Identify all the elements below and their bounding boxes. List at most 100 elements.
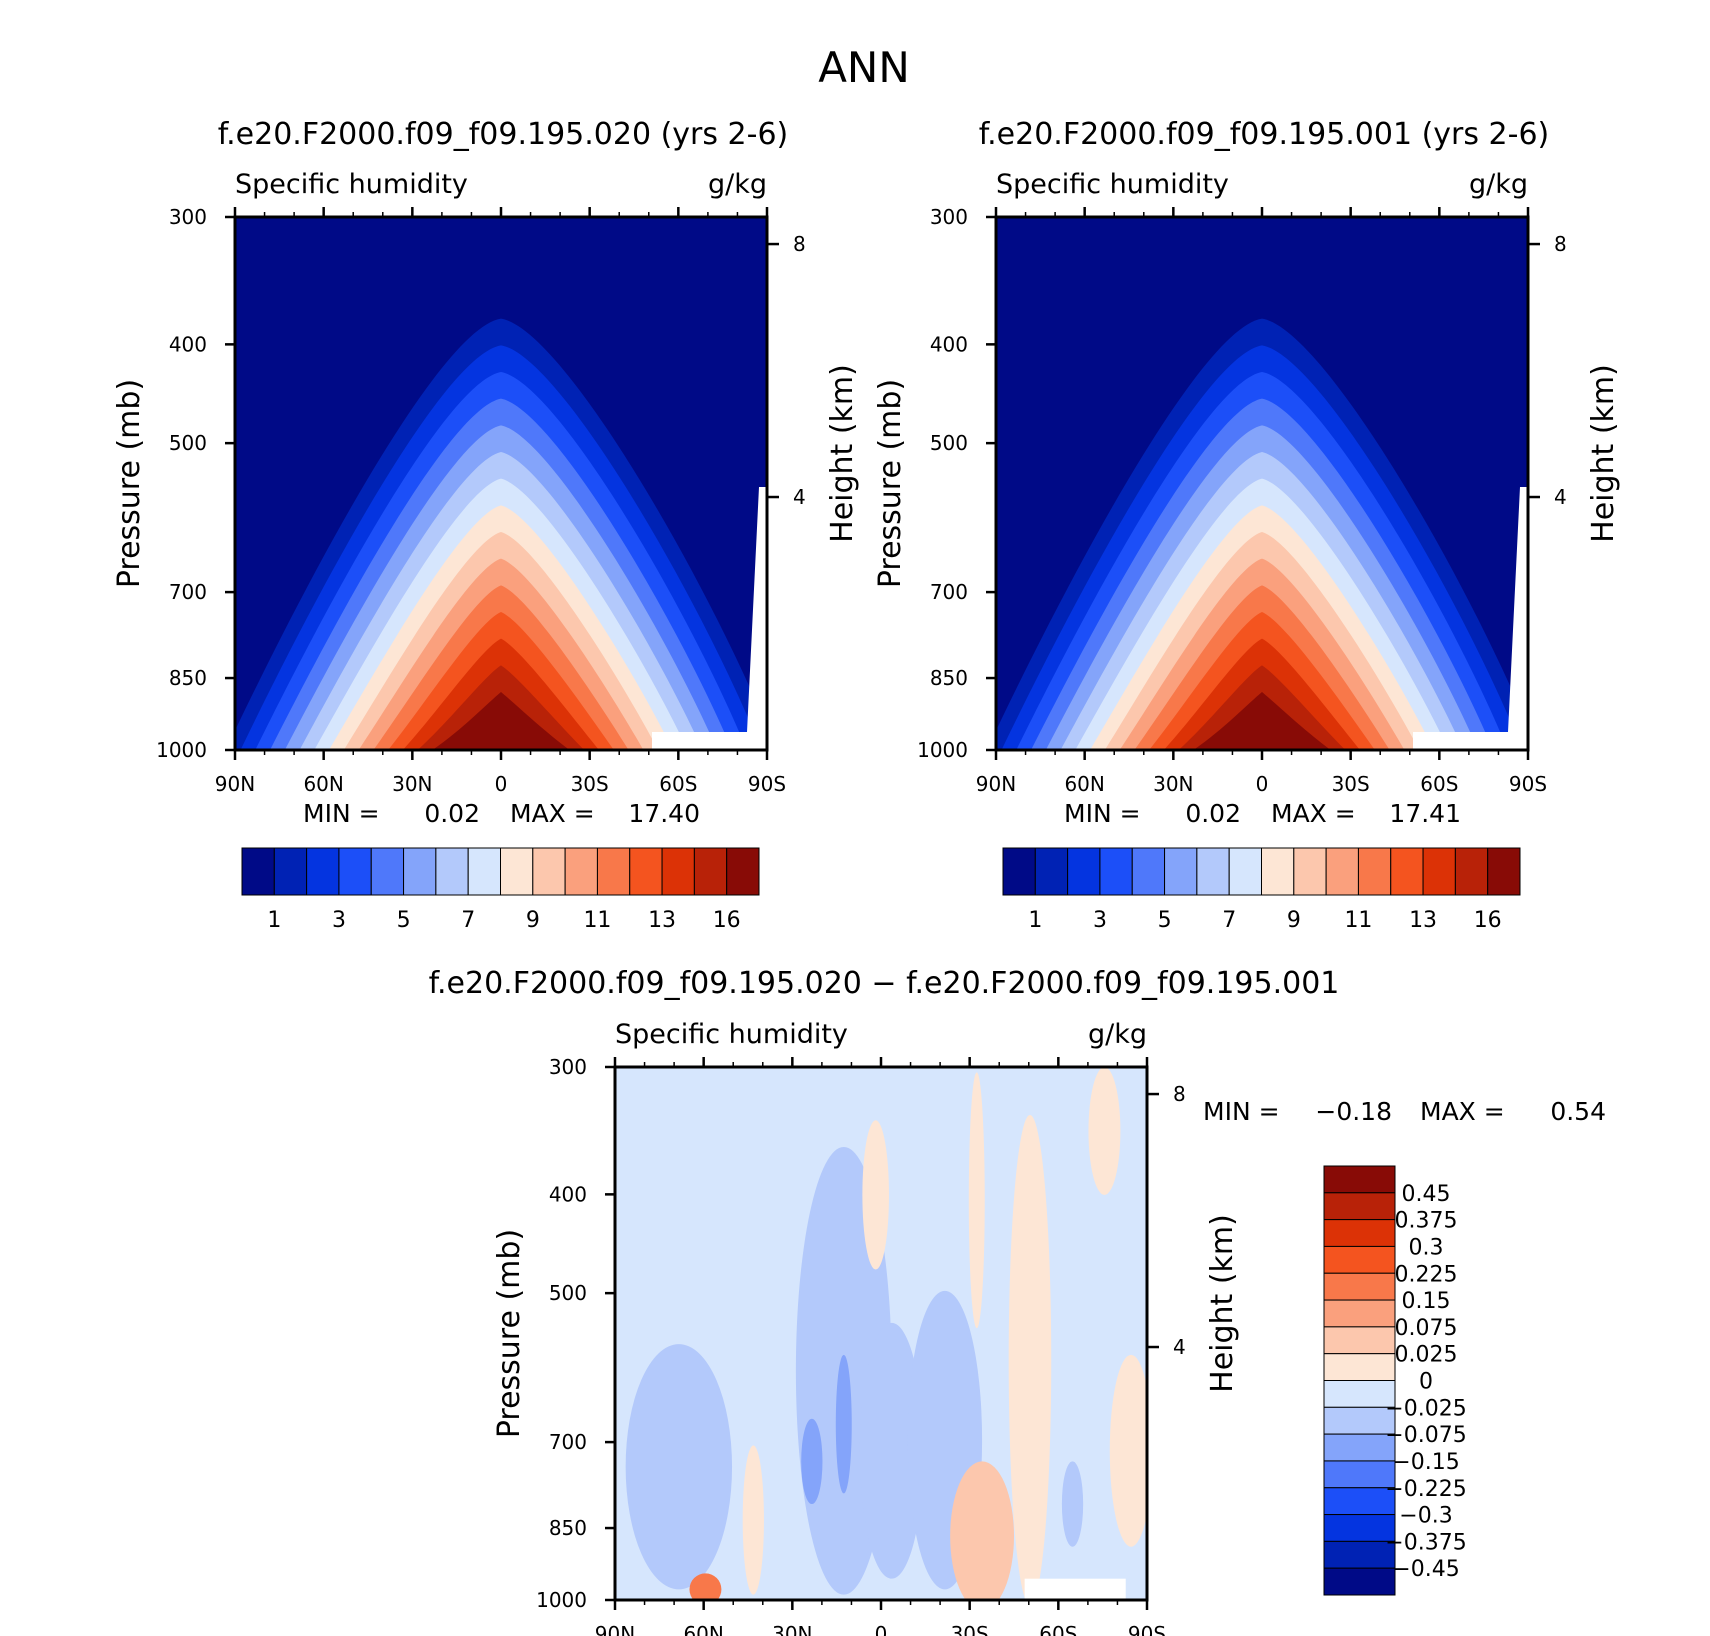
x-tick-label: 0: [875, 1622, 888, 1636]
x-tick-label: 30N: [1153, 772, 1193, 796]
x-tick-label: 90N: [595, 1622, 635, 1636]
panel-control-run: f.e20.F2000.f09_f09.195.020 (yrs 2-6) Spe…: [112, 117, 860, 933]
min-value: −0.18: [1315, 1097, 1392, 1126]
diff-contour-6: [1061, 1461, 1084, 1547]
y-tick-label: 500: [549, 1281, 587, 1305]
contour-field: [996, 217, 1528, 750]
colorbar-label: −0.15: [1392, 1450, 1459, 1475]
x-tick-label: 30S: [951, 1622, 989, 1636]
colorbar-label: 16: [713, 908, 741, 933]
colorbar-label: 11: [583, 908, 611, 933]
y-tick-label: 700: [549, 1430, 587, 1454]
colorbar: 1 3 5 7 9 11 13 16: [241, 847, 760, 933]
diff-contour-2: [859, 1322, 924, 1579]
units-label: g/kg: [708, 169, 767, 200]
y-axis-label: Pressure (mb): [112, 379, 147, 588]
colorbar-swatch: [661, 847, 695, 896]
panel-reference-run: f.e20.F2000.f09_f09.195.001 (yrs 2-6) Spe…: [873, 117, 1621, 933]
colorbar-swatch: [1323, 1165, 1396, 1194]
diff-contour-4: [801, 1418, 823, 1505]
colorbar-swatch: [1067, 847, 1101, 896]
colorbar-label: 13: [1409, 908, 1437, 933]
y-tick-label: 300: [169, 205, 207, 229]
colorbar-label: 0.375: [1395, 1209, 1458, 1234]
y-axis-label: Pressure (mb): [492, 1229, 527, 1438]
x-tick-label: 30S: [1332, 772, 1370, 796]
colorbar-swatch: [1323, 1567, 1396, 1596]
missing-data-region: [1024, 1578, 1126, 1600]
colorbar-swatch: [1323, 1514, 1396, 1542]
y-tick-label: 300: [930, 205, 968, 229]
max-label: MAX =: [1271, 799, 1356, 828]
max-value: 17.40: [628, 799, 700, 828]
colorbar-swatch: [500, 847, 534, 896]
y-tick-label: 1000: [536, 1588, 587, 1612]
colorbar-swatch: [1323, 1272, 1396, 1301]
colorbar-swatch: [1325, 847, 1359, 896]
colorbar-swatch: [1002, 847, 1036, 896]
colorbar: 1 3 5 7 9 11 13 16: [1002, 847, 1521, 933]
colorbar-swatch: [306, 847, 340, 896]
missing-data-region: [1413, 487, 1528, 750]
colorbar-label: 0: [1419, 1370, 1433, 1395]
colorbar-swatch: [1323, 1540, 1396, 1569]
colorbar-swatch: [1293, 847, 1327, 896]
diff-contour-5: [835, 1354, 852, 1494]
colorbar-swatch: [241, 847, 275, 896]
x-tick-label: 60S: [1039, 1622, 1077, 1636]
diff-contour-7: [862, 1120, 889, 1270]
colorbar-swatch: [1323, 1460, 1396, 1489]
colorbar-swatch: [1261, 847, 1295, 896]
x-tick-label: 90S: [748, 772, 786, 796]
y-tick-label: 850: [169, 666, 207, 690]
max-value: 0.54: [1550, 1097, 1606, 1126]
min-label: MIN =: [1203, 1097, 1280, 1126]
colorbar-label: 1: [267, 908, 281, 933]
x-tick-label: 60N: [1064, 772, 1104, 796]
colorbar-label: 0.225: [1395, 1262, 1458, 1287]
colorbar-swatch: [532, 847, 566, 896]
colorbar-swatch: [273, 847, 308, 896]
colorbar-swatch: [435, 847, 469, 896]
right-axis-label: Height (km): [825, 364, 860, 543]
colorbar-label: 0.025: [1395, 1343, 1458, 1368]
colorbar-swatch: [1323, 1192, 1396, 1221]
diff-contour-0: [625, 1344, 733, 1590]
right-tick-label: 4: [793, 485, 806, 509]
colorbar-label: 0.075: [1395, 1316, 1458, 1341]
colorbar-swatch: [1099, 847, 1133, 896]
colorbar-label: −0.45: [1392, 1557, 1459, 1582]
colorbar-swatch: [1323, 1380, 1396, 1408]
y-axis-label: Pressure (mb): [873, 379, 908, 588]
x-tick-label: 30S: [571, 772, 609, 796]
missing-data-region: [652, 487, 767, 750]
colorbar-label: 9: [1287, 908, 1301, 933]
colorbar-label: 3: [1093, 908, 1107, 933]
colorbar-swatch: [1323, 1433, 1396, 1462]
colorbar-swatch: [403, 847, 437, 896]
right-tick-label: 8: [1173, 1082, 1186, 1106]
colorbar-label: 9: [526, 908, 540, 933]
colorbar-label: 0.45: [1402, 1182, 1451, 1207]
x-tick-label: 60N: [303, 772, 343, 796]
colorbar-swatch: [1164, 847, 1198, 896]
colorbar-swatch: [1454, 847, 1489, 896]
colorbar-swatch: [726, 847, 760, 896]
colorbar-swatch: [693, 847, 728, 896]
max-label: MAX =: [1420, 1097, 1505, 1126]
figure-title: ANN: [818, 43, 910, 92]
contour-field: [235, 217, 767, 750]
diff-contour-12: [742, 1445, 764, 1595]
colorbar-label: 5: [1158, 908, 1172, 933]
y-tick-label: 850: [930, 666, 968, 690]
x-tick-label: 60N: [683, 1622, 723, 1636]
x-tick-label: 60S: [1420, 772, 1458, 796]
colorbar-swatch: [596, 847, 631, 896]
x-tick-label: 90S: [1128, 1622, 1166, 1636]
y-tick-label: 700: [169, 580, 207, 604]
field-band-15: [1193, 692, 1331, 750]
colorbar-swatch: [1131, 847, 1166, 896]
y-tick-label: 300: [549, 1055, 587, 1079]
right-tick-label: 4: [1173, 1335, 1186, 1359]
colorbar-swatch: [1196, 847, 1230, 896]
